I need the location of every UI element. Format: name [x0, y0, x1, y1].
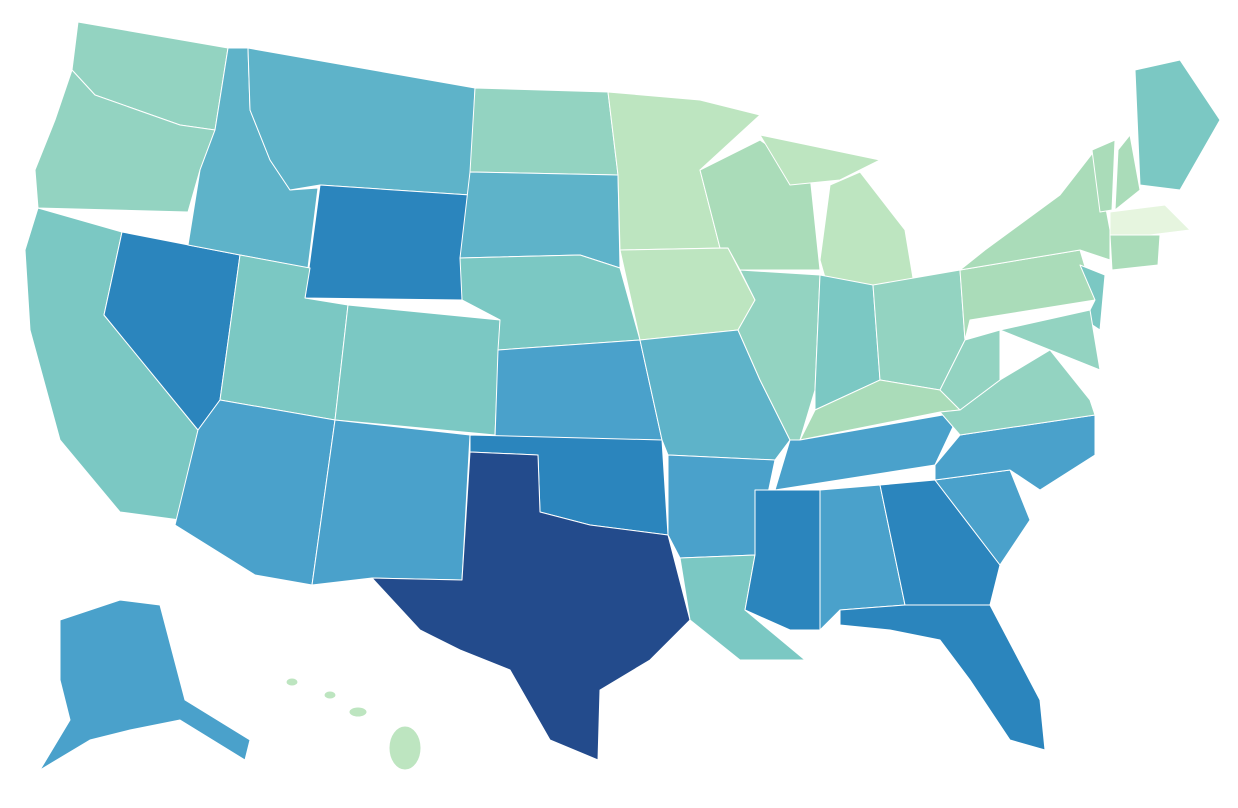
state — [311, 419, 471, 586]
state — [999, 309, 1101, 371]
state — [819, 171, 916, 296]
state — [759, 134, 881, 186]
state — [34, 69, 216, 213]
state — [304, 184, 471, 301]
state — [459, 171, 621, 269]
state — [1134, 59, 1221, 191]
state — [839, 604, 1046, 751]
state — [1091, 139, 1116, 213]
state — [39, 599, 251, 771]
state — [774, 411, 961, 491]
state — [1114, 134, 1141, 211]
state — [939, 329, 1001, 411]
state — [1109, 234, 1161, 271]
state — [959, 149, 1111, 271]
state — [619, 247, 756, 341]
states — [24, 21, 1221, 771]
state — [879, 479, 1001, 606]
state — [323, 690, 337, 700]
state — [371, 451, 691, 761]
state — [494, 339, 663, 441]
state — [348, 706, 368, 718]
state — [744, 489, 821, 631]
state — [334, 304, 501, 436]
state — [469, 87, 619, 176]
state — [247, 47, 476, 196]
state — [388, 725, 422, 771]
state — [285, 677, 299, 687]
state — [1109, 204, 1191, 236]
